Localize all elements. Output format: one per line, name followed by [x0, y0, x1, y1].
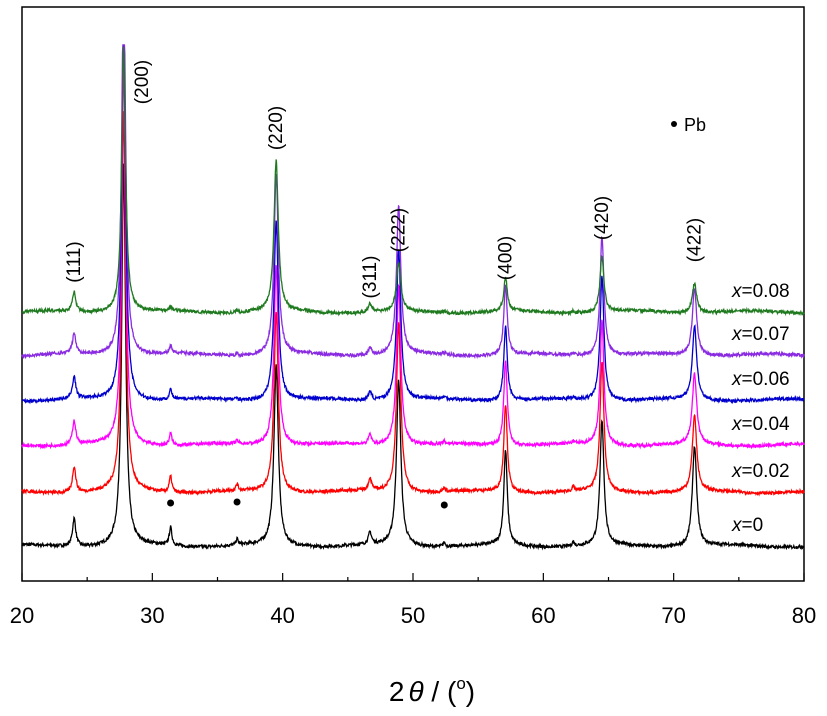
peak-label: (220): [266, 106, 287, 150]
peak-label: (200): [132, 60, 153, 104]
series-line-4: [21, 44, 805, 360]
pb-marker: [440, 501, 448, 509]
x-tick-label: 20: [10, 603, 34, 628]
series-label-3: x=0.06: [731, 369, 790, 390]
peak-label: (422): [685, 218, 706, 262]
x-tick-label: 80: [792, 603, 816, 628]
axes: 20 30 40 50 60 70 80: [10, 6, 816, 628]
legend: Pb: [671, 115, 706, 135]
peak-label: (420): [592, 196, 613, 240]
series-line-3: [21, 44, 805, 405]
peak-label: (111): [64, 241, 85, 283]
series-line-1: [21, 111, 805, 497]
x-tick-label: 60: [531, 603, 555, 628]
peak-label: (222): [389, 208, 410, 252]
x-tick-label: 40: [270, 603, 294, 628]
pb-marker: [167, 499, 175, 507]
x-tick-label: 50: [401, 603, 425, 628]
peak-annotations: (111) (200) (220) (311) (222) (400) (420) (422): [64, 60, 705, 299]
peak-label: (400): [496, 236, 517, 280]
pb-marker: [233, 498, 241, 506]
series-label-2: x=0.04: [731, 414, 790, 435]
series-label-5: x=0.08: [731, 281, 790, 302]
series-label-1: x=0.02: [731, 461, 790, 482]
series-label-0: x=0: [731, 515, 763, 536]
series-labels: x=0 x=0.02 x=0.04 x=0.06 x=0.07 x=0.08: [731, 281, 790, 536]
legend-marker: [671, 121, 677, 127]
series-line-5: [21, 46, 805, 317]
peak-label: (311): [360, 256, 381, 299]
legend-label: Pb: [684, 115, 706, 135]
x-tick-label: 30: [140, 603, 164, 628]
series-group: [21, 44, 805, 551]
series-line-0: [21, 163, 805, 551]
series-line-2: [21, 63, 805, 450]
series-label-4: x=0.07: [731, 324, 790, 345]
pb-markers: [167, 498, 448, 509]
x-tick-label: 70: [661, 603, 685, 628]
